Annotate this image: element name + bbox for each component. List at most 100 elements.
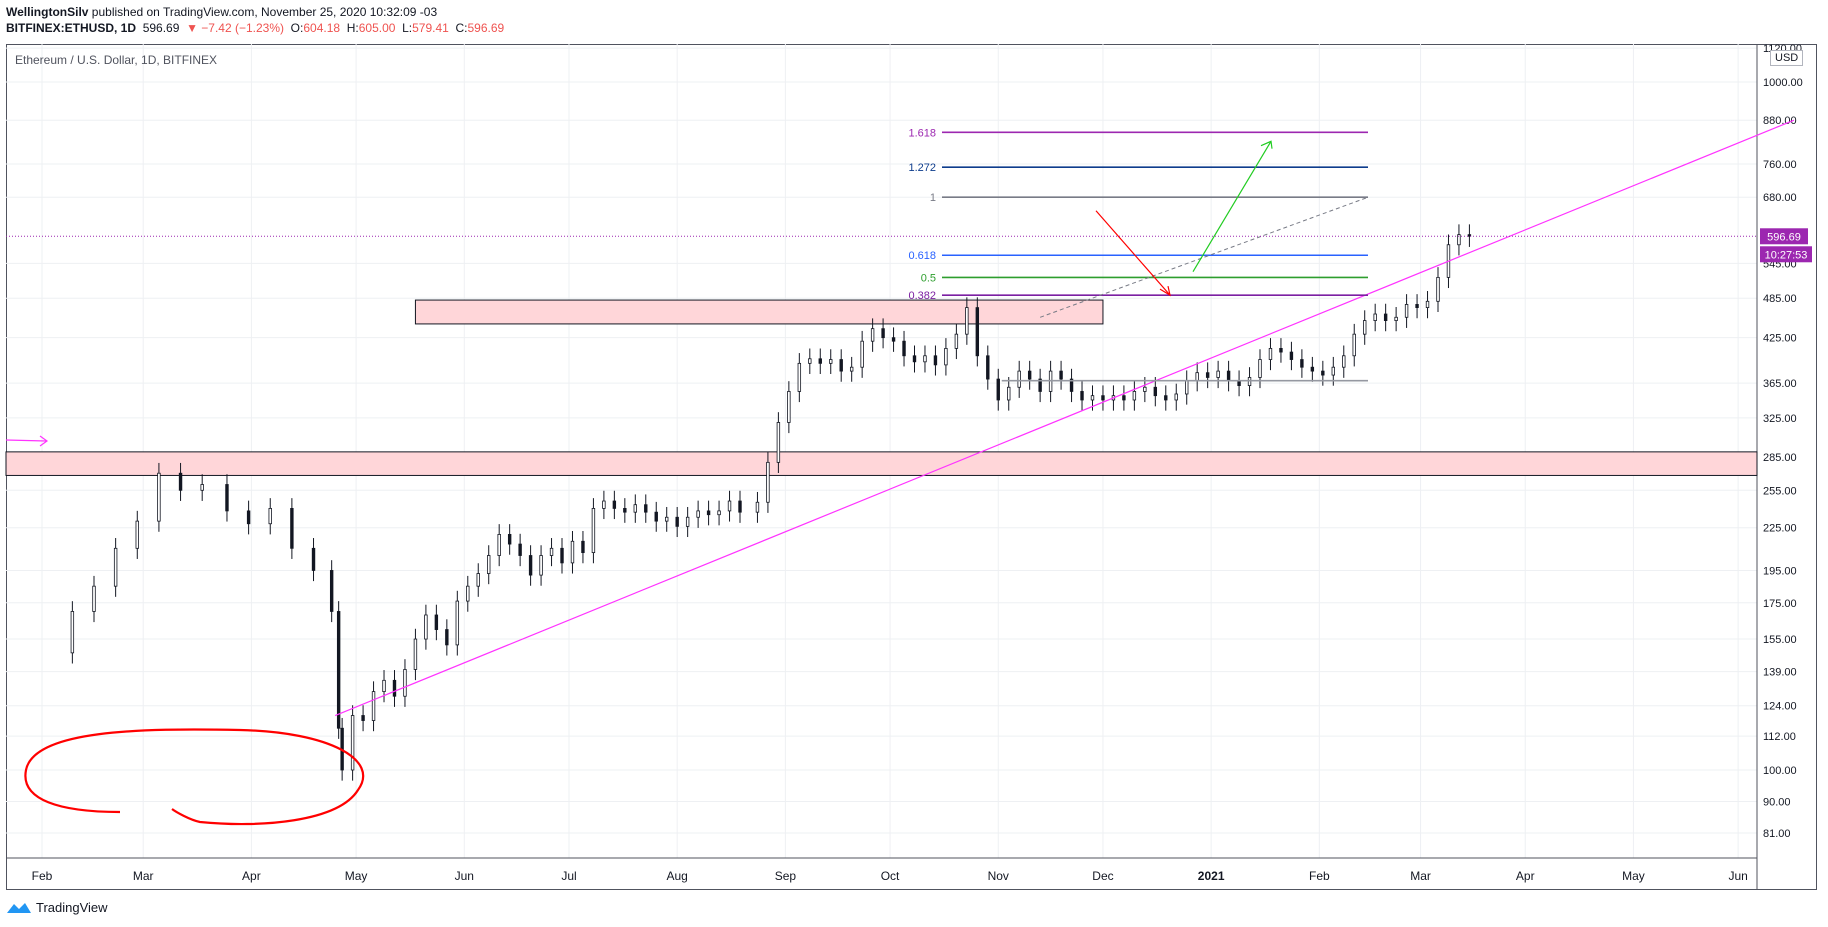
down-arrow: [1095, 210, 1171, 296]
candle-body: [923, 355, 927, 363]
fib-level-label: 0.5: [921, 272, 936, 284]
y-tick-label: 124.00: [1763, 701, 1797, 713]
candle-body: [225, 484, 229, 512]
chart-header: WellingtonSilv published on TradingView.…: [6, 4, 504, 36]
candle-body: [1143, 386, 1147, 392]
candle-body: [986, 355, 990, 380]
x-tick-label: Aug: [667, 869, 688, 883]
candle-body: [350, 715, 355, 771]
candle-body: [113, 547, 118, 587]
up-arrow-head: [1260, 140, 1273, 149]
candle-body: [1059, 370, 1063, 380]
candle-body: [268, 508, 272, 525]
candle-body: [965, 307, 969, 335]
candle-body: [413, 638, 418, 670]
x-tick-label: Sep: [775, 869, 797, 883]
x-tick-label: May: [345, 869, 368, 883]
candle-body: [507, 534, 512, 545]
y-tick-label: 90.00: [1763, 796, 1791, 808]
candle-body: [912, 355, 917, 363]
candle-body: [157, 472, 161, 522]
candle-body: [633, 504, 637, 513]
candle-body: [1226, 370, 1231, 382]
candle-body: [675, 516, 679, 527]
candle-body: [1090, 395, 1095, 401]
low-label: L:: [402, 21, 413, 35]
y-tick-label: 425.00: [1763, 333, 1797, 345]
currency-badge[interactable]: USD: [1770, 50, 1804, 66]
x-tick-label: Apr: [1516, 869, 1535, 883]
candle-body: [466, 585, 470, 602]
y-tick-label: 139.00: [1763, 667, 1797, 679]
candle-body: [829, 359, 833, 364]
candle-body: [178, 472, 183, 491]
candle-body: [685, 516, 690, 527]
price-change: ▼ −7.42 (−1.23%): [186, 21, 284, 35]
candle-body: [808, 358, 812, 364]
candle-body: [696, 510, 700, 518]
price-tag: [1760, 228, 1808, 245]
candle-body: [539, 555, 543, 576]
candle-body: [1205, 372, 1210, 378]
candle-body: [1132, 391, 1137, 401]
candle-body: [1436, 276, 1440, 302]
footer: TradingView: [6, 900, 108, 915]
candle-body: [860, 340, 864, 368]
candle-body: [1164, 395, 1168, 401]
candle-body: [738, 500, 742, 513]
candle-body: [1153, 386, 1158, 397]
candle-body: [445, 629, 449, 646]
arrow-head: [39, 435, 49, 447]
brand-name[interactable]: TradingView: [36, 900, 108, 915]
candle-body: [1069, 378, 1074, 392]
candle-body: [717, 510, 721, 516]
candle-body: [1404, 304, 1409, 318]
candle-body: [570, 540, 575, 564]
candle-body: [1383, 313, 1388, 321]
candle-body: [1195, 372, 1199, 382]
candle-body: [1122, 395, 1126, 401]
up-arrow: [1192, 140, 1272, 273]
candle-body: [881, 328, 885, 339]
trend-line: [334, 119, 1795, 717]
candle-body: [797, 362, 802, 392]
y-tick-label: 255.00: [1763, 485, 1797, 497]
candle-body: [487, 555, 491, 574]
candle-body: [602, 500, 606, 509]
price-tag-label: 596.69: [1767, 231, 1801, 243]
candle-body: [1300, 359, 1304, 368]
fib-level-label: 1.272: [908, 162, 936, 174]
candle-body: [612, 500, 617, 509]
candle-body: [246, 510, 251, 525]
support-zone: [5, 451, 1758, 476]
x-tick-label: Jul: [561, 869, 576, 883]
candle-body: [476, 573, 480, 587]
open-label: O:: [290, 21, 304, 35]
y-tick-label: 325.00: [1763, 413, 1797, 425]
x-tick-label: Nov: [988, 869, 1009, 883]
candle-body: [1467, 234, 1472, 237]
candle-body: [70, 611, 75, 654]
y-tick-label: 680.00: [1763, 192, 1797, 204]
candle-body: [135, 520, 139, 549]
candle-body: [766, 461, 770, 503]
y-tick-label: 365.00: [1763, 378, 1797, 390]
x-tick-label: May: [1622, 869, 1645, 883]
candle-body: [560, 547, 564, 564]
author-name[interactable]: WellingtonSilv: [6, 5, 89, 19]
last-price: 596.69: [142, 21, 180, 35]
candle-body: [92, 585, 96, 612]
candle-body: [311, 547, 316, 571]
candle-body: [787, 391, 791, 423]
y-tick-label: 100.00: [1763, 765, 1797, 777]
candle-body: [944, 348, 948, 366]
candle-body: [975, 307, 980, 357]
candle-body: [1394, 316, 1398, 321]
candle-body: [336, 611, 341, 729]
candle-body: [818, 358, 822, 364]
fib-level-label: 0.618: [908, 250, 936, 262]
candle-body: [1216, 370, 1220, 378]
y-tick-label: 175.00: [1763, 598, 1797, 610]
fib-level-label: 1: [930, 192, 936, 204]
